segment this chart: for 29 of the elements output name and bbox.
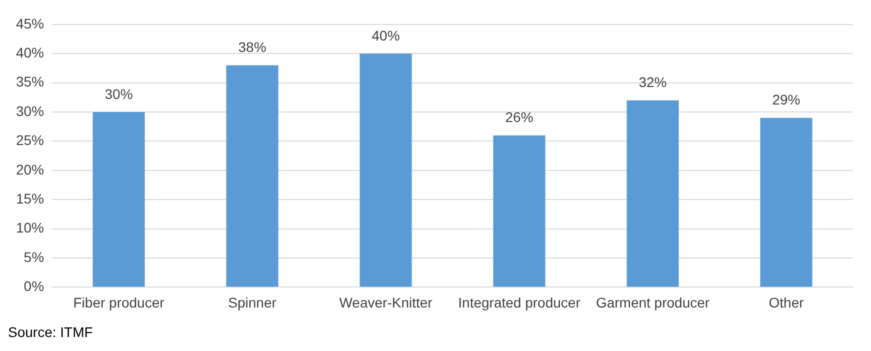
y-tick-label: 10% bbox=[16, 220, 44, 236]
data-label: 29% bbox=[772, 92, 800, 108]
y-tick-label: 5% bbox=[24, 248, 44, 265]
data-label: 30% bbox=[104, 86, 133, 102]
y-tick-label: 20% bbox=[16, 161, 44, 178]
y-tick-label: 40% bbox=[16, 44, 44, 60]
x-tick-label: Weaver-Knitter bbox=[339, 294, 433, 310]
x-tick-label: Integrated producer bbox=[458, 294, 581, 310]
data-label: 32% bbox=[638, 74, 667, 90]
bar bbox=[226, 65, 278, 287]
bar bbox=[92, 112, 145, 287]
data-label: 40% bbox=[372, 27, 400, 44]
y-tick-label: 30% bbox=[16, 102, 44, 119]
y-tick-label: 35% bbox=[16, 74, 44, 90]
bar bbox=[626, 100, 679, 287]
x-tick-label: Garment producer bbox=[596, 294, 710, 310]
y-tick-label: 45% bbox=[16, 15, 44, 32]
x-tick-label: Fiber producer bbox=[73, 294, 165, 310]
source-note: Source: ITMF bbox=[8, 324, 94, 340]
bar bbox=[760, 118, 812, 287]
y-tick-label: 25% bbox=[16, 132, 44, 148]
data-label: 38% bbox=[238, 39, 266, 56]
x-tick-label: Spinner bbox=[228, 294, 277, 310]
y-tick-label: 15% bbox=[16, 190, 44, 206]
x-tick-label: Other bbox=[768, 294, 804, 310]
data-label: 26% bbox=[505, 109, 534, 126]
bar bbox=[360, 54, 412, 287]
y-tick-label: 0% bbox=[24, 278, 44, 294]
bar bbox=[493, 135, 546, 287]
